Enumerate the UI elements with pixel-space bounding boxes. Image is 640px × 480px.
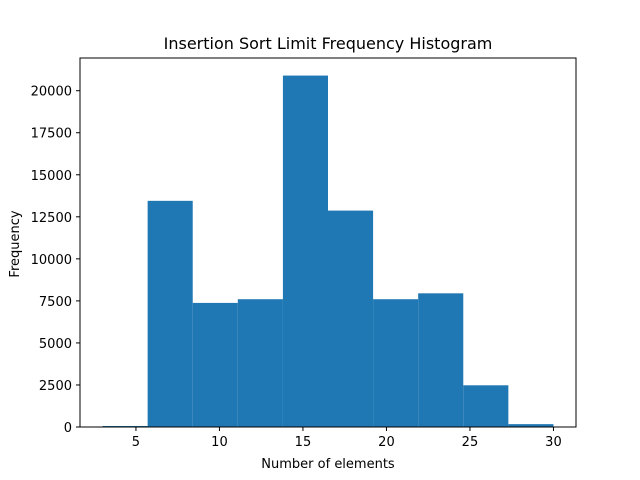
histogram-bar bbox=[192, 302, 238, 427]
x-axis-label: Number of elements bbox=[261, 457, 395, 472]
x-tick-label: 5 bbox=[132, 435, 140, 450]
y-tick-label: 10000 bbox=[31, 253, 72, 268]
x-tick-label: 30 bbox=[545, 435, 562, 450]
histogram-bar bbox=[147, 200, 193, 427]
histogram-bar bbox=[418, 293, 464, 427]
axes-group bbox=[79, 57, 577, 428]
y-tick-label: 2500 bbox=[39, 379, 72, 394]
y-tick-label: 0 bbox=[64, 421, 72, 436]
histogram-bar bbox=[508, 424, 554, 427]
x-tick-label: 15 bbox=[295, 435, 312, 450]
histogram-bar bbox=[282, 75, 328, 427]
histogram-bar bbox=[463, 385, 509, 427]
x-ticks-group: 5 10 15 20 25 30 bbox=[132, 427, 562, 450]
x-tick-label: 25 bbox=[462, 435, 479, 450]
y-axis-label: Frequency bbox=[8, 210, 23, 277]
x-tick-label: 10 bbox=[211, 435, 228, 450]
bars-group bbox=[102, 75, 554, 427]
y-tick-label: 20000 bbox=[31, 85, 72, 100]
histogram-bar bbox=[328, 210, 374, 427]
y-tick-label: 5000 bbox=[39, 337, 72, 352]
y-tick-label: 15000 bbox=[31, 169, 72, 184]
y-tick-label: 7500 bbox=[39, 295, 72, 310]
histogram-bar bbox=[373, 299, 419, 427]
y-tick-label: 17500 bbox=[31, 127, 72, 142]
y-ticks-group: 0 2500 5000 7500 10000 12500 15000 17500 20000 bbox=[31, 85, 80, 436]
plot-frame bbox=[79, 57, 577, 428]
x-tick-label: 20 bbox=[378, 435, 395, 450]
chart-title: Insertion Sort Limit Frequency Histogram bbox=[164, 34, 493, 53]
y-tick-label: 12500 bbox=[31, 211, 72, 226]
histogram-bar bbox=[237, 299, 283, 427]
histogram-bar bbox=[102, 425, 148, 427]
